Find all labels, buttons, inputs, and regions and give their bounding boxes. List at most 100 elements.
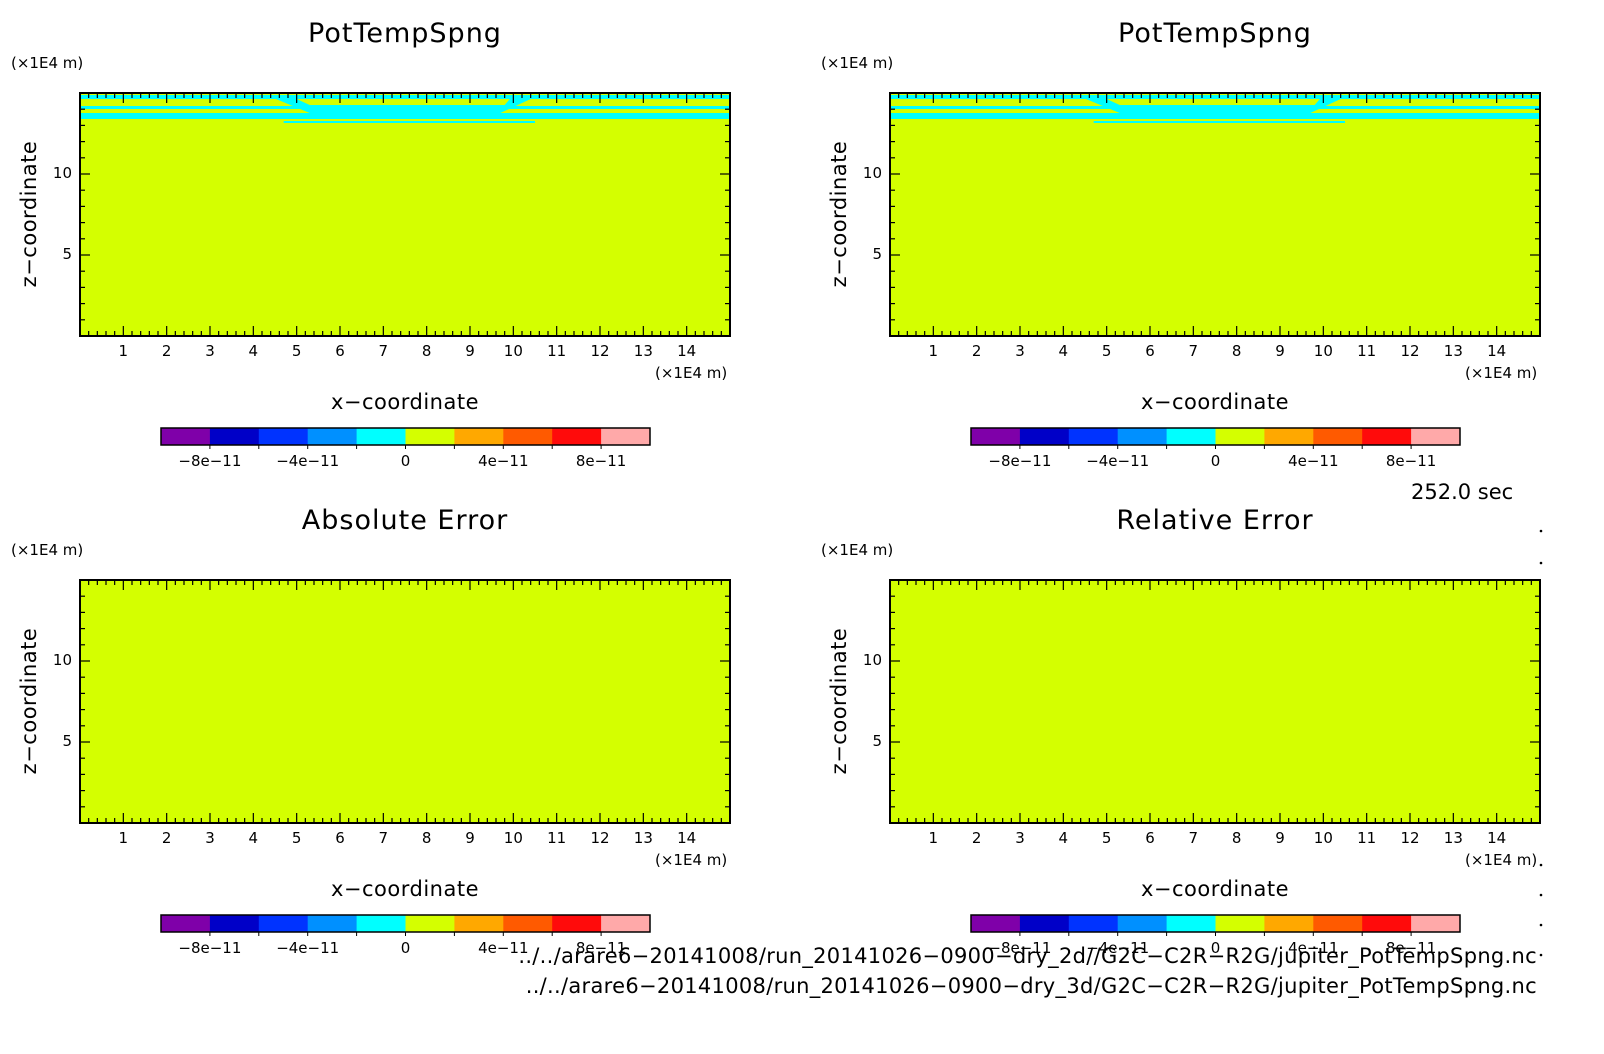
x-tick-label: 4 (1058, 342, 1069, 360)
x-tick-label: 13 (633, 342, 653, 360)
colorbar-segment (601, 428, 651, 445)
x-tick-label: 6 (1145, 829, 1155, 847)
x-axis-label: x−coordinate (330, 390, 480, 414)
dot-mark (1539, 893, 1543, 897)
panel-3 (79, 579, 731, 936)
x-unit-label: (×1E4 m) (1465, 851, 1538, 869)
panel-title: PotTempSpng (308, 18, 502, 49)
y-unit-label: (×1E4 m) (821, 541, 894, 559)
colorbar-segment (161, 428, 211, 445)
colorbar-segment (552, 428, 602, 445)
y-axis-label: z−coordinate (827, 140, 851, 288)
x-tick-label: 4 (1058, 829, 1069, 847)
colorbar-segment (1019, 915, 1070, 932)
x-tick-label: 12 (590, 342, 610, 360)
x-tick-label: 11 (547, 829, 567, 847)
x-unit-label: (×1E4 m) (1465, 364, 1538, 382)
colorbar-segment (405, 428, 455, 445)
field-features (890, 95, 1540, 123)
colorbar-tick-label: 4e−11 (1288, 939, 1339, 957)
dot-mark (1539, 863, 1543, 867)
x-tick-label: 9 (1275, 342, 1285, 360)
x-axis-label: x−coordinate (330, 877, 480, 901)
colorbar-segment (405, 915, 455, 932)
x-tick-label: 4 (248, 829, 259, 847)
y-tick-label: 5 (62, 732, 72, 750)
x-tick-label: 10 (503, 829, 523, 847)
x-tick-label: 12 (1400, 829, 1420, 847)
field-background (890, 93, 1540, 336)
colorbar-segment (1264, 428, 1314, 445)
x-tick-label: 3 (1015, 342, 1025, 360)
x-tick-label: 5 (1101, 342, 1112, 360)
x-tick-label: 9 (1275, 829, 1285, 847)
x-tick-label: 5 (1101, 829, 1112, 847)
x-tick-label: 8 (1231, 829, 1242, 847)
x-tick-label: 7 (378, 342, 389, 360)
colorbar-segment (307, 915, 358, 932)
colorbar (160, 427, 651, 449)
x-axis-label: x−coordinate (1140, 390, 1290, 414)
file-path-2: ../../arare6−20141008/run_20141026−0900−… (525, 974, 1537, 998)
y-tick-label: 10 (52, 164, 72, 182)
x-tick-label: 5 (291, 342, 302, 360)
x-tick-label: 1 (928, 829, 939, 847)
colorbar-segment (1362, 915, 1412, 932)
colorbar-tick-label: 8e−11 (575, 452, 627, 470)
region-center (266, 95, 540, 113)
x-tick-label: 2 (161, 342, 172, 360)
colorbar-tick-label: 8e−11 (1385, 452, 1437, 470)
dot-mark (1539, 923, 1543, 927)
x-tick-label: 8 (1231, 342, 1242, 360)
field-background (80, 580, 730, 823)
colorbar-tick-label: −4e−11 (1086, 939, 1150, 957)
colorbar-tick-label: −8e−11 (988, 452, 1052, 470)
colorbar-segment (552, 915, 602, 932)
colorbar-segment (258, 428, 309, 445)
plot-frame (889, 579, 1541, 824)
x-tick-label: 10 (1313, 342, 1333, 360)
colorbar-segment (1313, 428, 1363, 445)
x-tick-label: 11 (1357, 829, 1377, 847)
colorbar-segment (1362, 428, 1412, 445)
colorbar-segment (209, 915, 260, 932)
x-unit-label: (×1E4 m) (655, 851, 728, 869)
x-tick-label: 6 (335, 342, 345, 360)
colorbar-segment (1117, 428, 1168, 445)
x-tick-label: 7 (378, 829, 389, 847)
colorbar-segment (1068, 915, 1119, 932)
dot-mark (1539, 529, 1543, 533)
colorbar-segment (971, 915, 1021, 932)
colorbar-segment (1264, 915, 1314, 932)
x-tick-label: 14 (677, 829, 697, 847)
colorbar-tick-label: 4e−11 (478, 452, 529, 470)
x-tick-label: 1 (118, 342, 129, 360)
thin-line (1093, 121, 1345, 123)
colorbar-segment (307, 428, 358, 445)
colorbar-tick-label: −8e−11 (988, 939, 1052, 957)
colorbar-segment (1313, 915, 1363, 932)
x-tick-label: 2 (971, 342, 982, 360)
band-top (80, 95, 730, 99)
x-unit-label: (×1E4 m) (655, 364, 728, 382)
y-tick-label: 10 (862, 164, 882, 182)
x-tick-label: 9 (465, 342, 475, 360)
x-tick-label: 6 (1145, 342, 1155, 360)
x-tick-label: 7 (1188, 829, 1199, 847)
colorbar-tick-label: 4e−11 (1288, 452, 1339, 470)
colorbar-segment (1166, 915, 1216, 932)
x-tick-label: 1 (928, 342, 939, 360)
x-tick-label: 2 (161, 829, 172, 847)
y-tick-label: 5 (872, 732, 882, 750)
colorbar-segment (503, 915, 553, 932)
dot-mark (1539, 561, 1543, 565)
panel-1 (79, 92, 731, 449)
y-tick-label: 5 (872, 245, 882, 263)
plot-frame (889, 92, 1541, 337)
y-tick-label: 10 (52, 651, 72, 669)
colorbar-tick-label: −4e−11 (276, 939, 340, 957)
y-axis-label: z−coordinate (17, 627, 41, 775)
colorbar-segment (161, 915, 211, 932)
x-tick-label: 13 (1443, 829, 1463, 847)
